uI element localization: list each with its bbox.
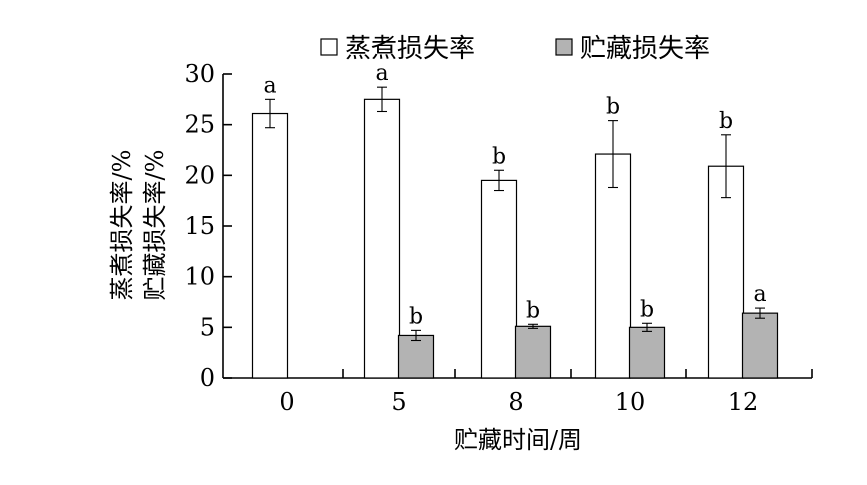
legend-label-storage-loss: 贮藏损失率 xyxy=(580,34,710,64)
x-tick-label: 8 xyxy=(508,388,523,416)
bar-cooking-loss xyxy=(251,112,289,379)
bar-cooking-loss xyxy=(480,179,518,379)
significance-label: a xyxy=(263,73,276,98)
bar-cooking-loss xyxy=(594,153,632,379)
bar-cooking-loss xyxy=(363,98,401,379)
y-tick-label: 20 xyxy=(184,161,215,189)
y-tick-label: 5 xyxy=(200,313,215,341)
y-axis-title: 蒸煮损失率/% xyxy=(108,150,136,301)
bar-storage-loss xyxy=(397,334,435,379)
significance-label: b xyxy=(492,144,506,169)
x-axis-title: 贮藏时间/周 xyxy=(454,426,582,454)
x-tick-label: 10 xyxy=(615,388,646,416)
legend-swatch-cooking-loss xyxy=(320,38,338,56)
y-tick-label: 15 xyxy=(184,212,215,240)
significance-label: b xyxy=(606,95,620,120)
significance-label: b xyxy=(526,298,540,323)
significance-label: b xyxy=(719,109,733,134)
bar-cooking-loss xyxy=(707,165,745,379)
x-tick-label: 5 xyxy=(391,388,406,416)
significance-label: a xyxy=(375,61,388,86)
x-tick-label: 0 xyxy=(279,388,294,416)
bar-storage-loss xyxy=(628,326,666,379)
significance-label: b xyxy=(640,297,654,322)
bar-storage-loss xyxy=(741,312,779,379)
significance-label: a xyxy=(753,282,766,307)
y-tick-label: 10 xyxy=(184,263,215,291)
legend-swatch-storage-loss xyxy=(555,38,573,56)
y-tick-label: 0 xyxy=(200,364,215,392)
y-tick-label: 30 xyxy=(184,60,215,88)
x-tick-label: 12 xyxy=(728,388,759,416)
bar-storage-loss xyxy=(514,325,552,379)
y-tick-label: 25 xyxy=(184,111,215,139)
legend-label-cooking-loss: 蒸煮损失率 xyxy=(345,34,475,64)
y-axis-title: 贮藏损失率/% xyxy=(141,150,169,301)
significance-label: b xyxy=(409,304,423,329)
